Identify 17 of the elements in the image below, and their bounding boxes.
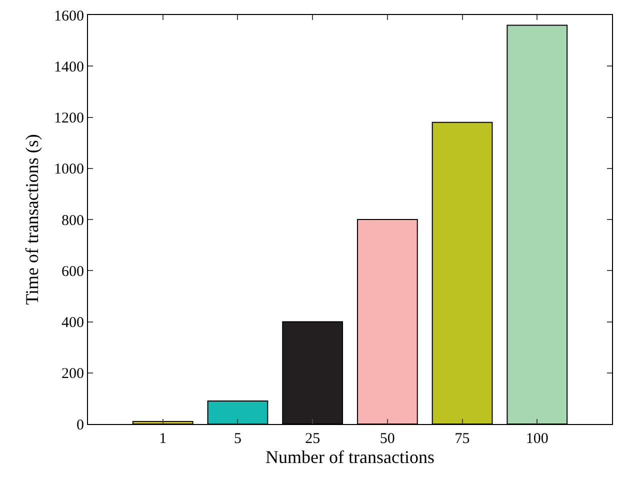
y-tick-label: 600 <box>62 264 84 280</box>
x-tick-label: 1 <box>159 431 167 447</box>
x-tick-label: 5 <box>234 431 242 447</box>
y-tick-label: 800 <box>62 212 84 229</box>
x-tick-label: 50 <box>380 431 395 447</box>
y-tick-label: 1200 <box>54 110 84 126</box>
x-axis-title: Number of transactions <box>266 447 434 468</box>
x-tick-label: 100 <box>526 431 548 447</box>
y-tick-label: 1600 <box>54 8 84 24</box>
y-tick-label: 1000 <box>54 162 84 178</box>
y-axis-title: Time of transactions (s) <box>22 134 42 305</box>
x-tick-label: 75 <box>454 431 470 447</box>
y-tick-label: 0 <box>76 417 84 434</box>
y-tick-label: 400 <box>62 315 84 331</box>
y-tick-label: 200 <box>62 366 84 382</box>
y-tick-label: 1400 <box>54 59 84 76</box>
x-tick-label: 25 <box>305 431 320 447</box>
